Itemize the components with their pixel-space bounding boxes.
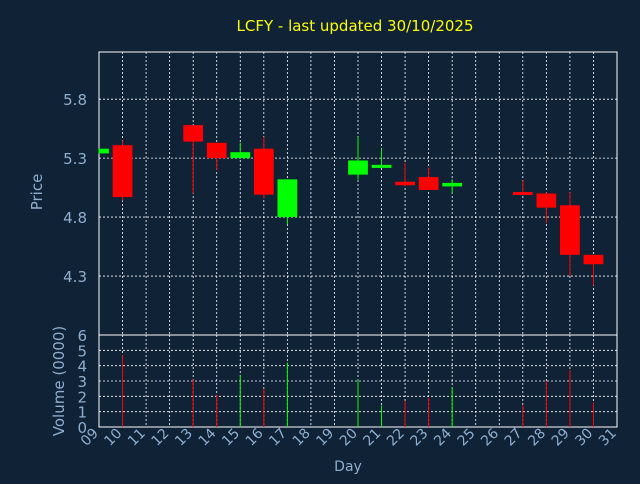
x-tick-label: 19 (313, 426, 337, 450)
x-tick-label: 13 (172, 426, 196, 450)
candle (98, 148, 109, 154)
candle (512, 180, 533, 195)
x-tick-label: 14 (196, 425, 220, 449)
volume-tick-label: 0 (77, 419, 87, 437)
x-tick-label: 12 (149, 426, 173, 450)
candle (560, 192, 580, 277)
x-tick-label: 16 (243, 425, 267, 449)
x-tick-label: 21 (360, 426, 384, 450)
candle (253, 136, 274, 199)
candle-body (99, 148, 109, 154)
candle-body (536, 193, 557, 208)
x-tick-label: 10 (101, 426, 125, 450)
x-tick-label: 26 (478, 425, 502, 449)
candle-body (206, 142, 227, 159)
candle (206, 142, 227, 170)
candle-body (348, 160, 368, 175)
volume-tick-label: 5 (77, 342, 87, 360)
volume-bars (122, 354, 594, 427)
x-tick-label: 29 (549, 426, 573, 450)
x-axis-label: Day (334, 459, 362, 475)
candle (583, 254, 604, 286)
x-tick-label: 11 (125, 426, 149, 450)
volume-tick-label: 4 (77, 358, 87, 376)
candle-body (418, 176, 439, 190)
x-tick-label: 23 (408, 426, 432, 450)
candle (442, 179, 463, 194)
candle (348, 136, 368, 180)
candle (230, 142, 251, 159)
x-tick-label: 27 (502, 426, 526, 450)
x-tick-label: 15 (219, 426, 243, 450)
candle-body (395, 181, 415, 186)
candle-body (253, 148, 274, 195)
x-tick-label: 18 (290, 426, 314, 450)
price-y-ticks: 4.3 4.8 5.3 5.8 (63, 91, 87, 286)
candle-body (442, 182, 463, 187)
candle (418, 167, 439, 190)
volume-tick-label: 2 (77, 388, 87, 406)
x-tick-label: 20 (337, 426, 361, 450)
candles (98, 125, 604, 286)
x-ticks: 09 10 11 12 13 14 15 16 17 18 19 20 21 22 23 24 25 26 27 28… (78, 425, 620, 449)
candle-body (512, 192, 533, 195)
candle-body (230, 152, 251, 159)
price-tick-label: 4.8 (63, 209, 87, 227)
candle-body (183, 125, 204, 142)
chart-title: LCFY - last updated 30/10/2025 (237, 17, 474, 35)
volume-tick-label: 3 (77, 373, 87, 391)
x-tick-label: 25 (455, 426, 479, 450)
candle-body (583, 254, 604, 265)
candle-body (112, 145, 133, 198)
x-tick-label: 28 (525, 426, 549, 450)
candle-body (371, 164, 392, 168)
volume-tick-label: 6 (77, 327, 87, 345)
candle (395, 162, 415, 187)
x-tick-label: 22 (384, 426, 408, 450)
price-tick-label: 5.3 (63, 150, 87, 168)
candle (112, 140, 133, 201)
x-tick-label: 31 (596, 426, 620, 450)
candle-body (277, 179, 298, 218)
candle (371, 148, 392, 168)
volume-axis-label: Volume (0000) (50, 326, 68, 436)
candle-body (560, 205, 580, 255)
x-tick-label: 17 (266, 426, 290, 450)
price-tick-label: 4.3 (63, 268, 87, 286)
x-tick-label: 24 (431, 425, 455, 449)
x-tick-label: 30 (572, 426, 596, 450)
candle (536, 192, 557, 223)
volume-tick-label: 1 (77, 404, 87, 422)
price-tick-label: 5.8 (63, 91, 87, 109)
price-axis-label: Price (28, 174, 46, 211)
candle (277, 179, 298, 225)
candle (183, 125, 204, 194)
